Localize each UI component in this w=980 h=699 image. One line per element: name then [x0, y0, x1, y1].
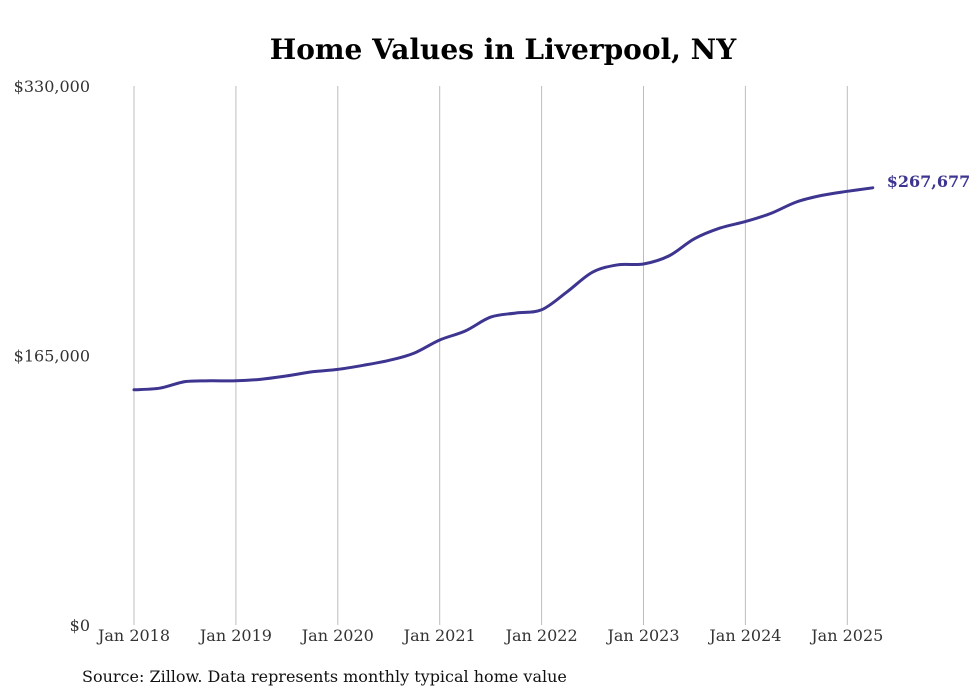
y-axis-tick-labels: $0 $165,000 $330,000: [14, 77, 90, 635]
x-tick-label-1: Jan 2019: [198, 626, 272, 645]
chart-title: Home Values in Liverpool, NY: [270, 33, 737, 66]
end-labels: $267,677: [887, 172, 971, 191]
x-tick-label-5: Jan 2023: [605, 626, 679, 645]
y-tick-label-1: $165,000: [14, 347, 90, 366]
end-value-label-0: $267,677: [887, 172, 971, 191]
source-note: Source: Zillow. Data represents monthly …: [82, 667, 567, 686]
x-tick-label-2: Jan 2020: [300, 626, 374, 645]
x-tick-label-7: Jan 2025: [809, 626, 883, 645]
x-tick-label-0: Jan 2018: [96, 626, 170, 645]
gridlines: [133, 86, 848, 625]
series-line-0: [132, 186, 875, 392]
y-tick-label-2: $330,000: [14, 77, 90, 96]
x-tick-label-3: Jan 2021: [402, 626, 476, 645]
x-tick-label-6: Jan 2024: [707, 626, 781, 645]
x-tick-label-4: Jan 2022: [504, 626, 578, 645]
y-tick-label-0: $0: [70, 616, 90, 635]
series-lines: [132, 186, 875, 392]
x-axis-tick-labels: Jan 2018 Jan 2019 Jan 2020 Jan 2021 Jan 2022…: [96, 626, 883, 645]
